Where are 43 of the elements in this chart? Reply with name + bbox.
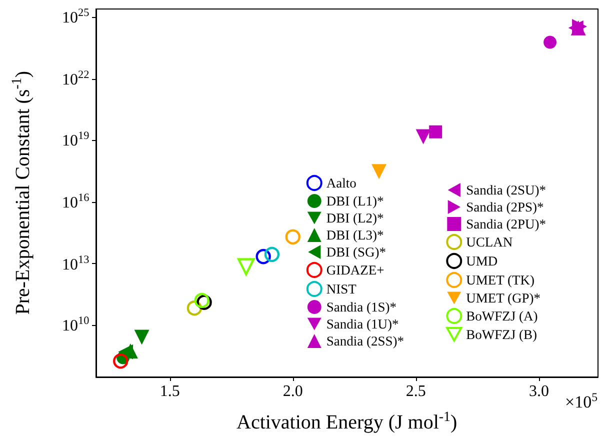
legend-label: Sandia (2PU)* <box>466 216 546 232</box>
y-tick-label: 10$^{22}$ <box>62 68 90 88</box>
legend-label: DBI (L3)* <box>326 228 384 242</box>
legend-label: GIDAZE+ <box>326 262 384 278</box>
point <box>118 344 134 360</box>
x-tick-label: 1.5 <box>160 383 180 400</box>
x-tick-label: 2.0 <box>282 383 303 400</box>
y-tick-label: 10$^{13}$ <box>62 254 90 273</box>
legend-label: BoWFZJ (A) <box>466 308 538 324</box>
legend-label: DBI (L1)* <box>326 194 384 208</box>
point <box>186 300 202 316</box>
point <box>256 248 271 264</box>
legend-label: UMET (GP)* <box>466 290 541 306</box>
legend-label: Sandia (1U)* <box>326 316 399 332</box>
legend-label: Aalto <box>326 176 357 190</box>
legend-label: UMD <box>466 254 498 268</box>
x-tick-label: 2.5 <box>406 383 426 400</box>
text: ×10$^{5}$ <box>565 390 598 412</box>
y-tick-label: 10$^{10}$ <box>62 315 90 335</box>
point <box>113 353 128 369</box>
y-tick-label: 10$^{19}$ <box>62 130 90 150</box>
point <box>264 246 280 262</box>
point <box>238 258 255 276</box>
y-tick-label: 10$^{25}$ <box>62 7 90 26</box>
point <box>416 129 431 144</box>
legend-label: NIST <box>326 282 358 296</box>
point <box>371 164 386 180</box>
point <box>134 330 150 345</box>
point <box>544 36 557 49</box>
legend-label: UMET (TK) <box>466 272 535 288</box>
legend-label: Sandia (2PS)* <box>466 200 544 214</box>
legend-label: Sandia (2SU)* <box>466 182 546 198</box>
x-tick-label: 3.0 <box>528 383 549 400</box>
legend-label: UCLAN <box>466 234 513 250</box>
x-axis-title: Activation Energy (J mol$^{-1}$) <box>236 410 458 434</box>
legend-label: Sandia (1S)* <box>326 300 397 314</box>
point <box>285 229 300 244</box>
legend-label: DBI (SG)* <box>326 244 386 260</box>
point <box>429 125 442 138</box>
legend-label: DBI (L2)* <box>326 210 384 226</box>
legend-label: BoWFZJ (B) <box>466 326 538 342</box>
y-tick-label: 10$^{16}$ <box>62 192 90 212</box>
legend-label: Sandia (2SS)* <box>326 334 404 348</box>
